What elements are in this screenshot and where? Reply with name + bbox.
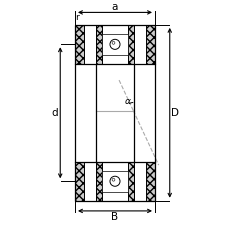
Circle shape	[109, 39, 120, 49]
Bar	[128, 162, 134, 201]
Circle shape	[112, 41, 114, 44]
Circle shape	[109, 176, 120, 186]
Bar	[128, 25, 134, 64]
Bar	[95, 162, 101, 201]
Bar	[145, 25, 154, 64]
Bar	[84, 25, 145, 64]
Bar	[75, 25, 84, 64]
Text: $\alpha$: $\alpha$	[123, 97, 131, 106]
Bar	[75, 162, 84, 201]
Text: D: D	[171, 108, 179, 118]
Circle shape	[112, 178, 114, 181]
Bar	[101, 170, 128, 192]
Text: d: d	[51, 108, 58, 118]
Text: B: B	[111, 212, 118, 222]
Text: a: a	[111, 2, 118, 12]
Bar	[84, 162, 145, 201]
Bar	[75, 25, 154, 64]
Bar	[75, 162, 154, 201]
Text: r: r	[75, 13, 79, 22]
Bar	[95, 25, 101, 64]
Bar	[145, 162, 154, 201]
Bar	[101, 34, 128, 55]
